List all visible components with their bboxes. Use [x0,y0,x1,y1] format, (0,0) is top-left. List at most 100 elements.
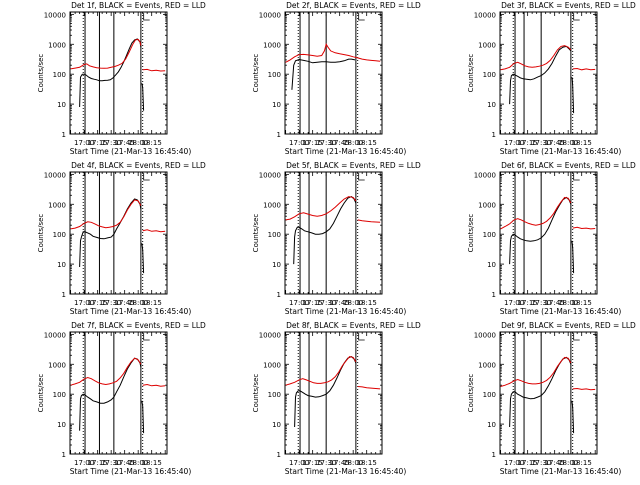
lld-series-line [572,67,596,71]
lld-series-line [500,356,572,387]
interval-bracket [143,333,150,341]
y-tick-label: 1 [492,131,496,139]
detector-panel: 1 10 100 1000 10000 17:0017:1517:3017:4518:00… [467,1,636,156]
x-tick-label: 17:30 [101,299,121,307]
lld-series-line [70,38,142,70]
y-tick-label: 10 [272,261,281,269]
y-tick-label: 1 [277,451,281,459]
y-tick-label: 1000 [478,361,496,369]
plot-frame [499,11,598,135]
x-tick-label: 17:15 [88,139,108,147]
y-tick-label: 1 [492,451,496,459]
x-tick-label: 18:00 [558,139,578,147]
y-tick-label: 10000 [474,331,496,339]
x-tick-label: 17:45 [545,299,565,307]
plot-frame [284,11,383,135]
x-tick-label: 17:30 [531,299,551,307]
plot-frame [284,171,383,295]
detector-panel: 1 10 100 1000 10000 17:0017:1517:3017:4518:00… [37,161,206,316]
x-tick-label: 18:15 [572,459,592,467]
panel-title: Det 8f, BLACK = Events, RED = LLD [286,321,421,330]
y-tick-label: 10000 [474,11,496,19]
x-tick-label: 17:15 [303,139,323,147]
y-tick-label: 1000 [48,361,66,369]
lld-series-line [572,387,596,391]
x-tick-label: 17:00 [504,139,524,147]
y-tick-label: 1000 [478,201,496,209]
interval-bracket [143,13,150,21]
lld-series-line [357,219,381,223]
x-tick-label: 17:45 [545,139,565,147]
y-tick-label: 10000 [44,331,66,339]
x-tick-label: 17:45 [545,459,565,467]
y-axis-label: Counts/sec [37,374,45,413]
events-series-line [141,243,145,274]
events-series-line [571,76,575,114]
x-tick-label: 17:30 [316,139,336,147]
events-series-line [79,198,142,268]
panel-title: Det 4f, BLACK = Events, RED = LLD [71,161,206,170]
events-series-line [293,196,357,265]
x-tick-label: 17:00 [74,299,94,307]
events-series-line [509,356,572,428]
x-tick-label: 17:30 [531,139,551,147]
y-tick-label: 10000 [44,171,66,179]
x-tick-label: 17:15 [303,459,323,467]
plot-frame [499,171,598,295]
x-tick-label: 17:00 [74,459,94,467]
detector-panel: 1 10 100 1000 10000 17:0017:1517:3017:4518:00… [252,1,421,156]
y-tick-label: 100 [53,391,66,399]
x-axis-label: Start Time (21-Mar-13 16:45:40) [500,147,622,156]
x-tick-label: 17:45 [330,139,350,147]
lld-series-line [70,199,142,230]
interval-bracket [358,333,365,341]
events-series-line [571,400,575,434]
events-series-line [294,356,357,428]
panel-title: Det 1f, BLACK = Events, RED = LLD [71,1,206,10]
lld-series-line [500,45,572,71]
y-tick-label: 100 [53,231,66,239]
x-tick-label: 18:15 [572,139,592,147]
y-tick-label: 10 [272,101,281,109]
x-tick-label: 17:45 [330,459,350,467]
y-tick-label: 10 [487,101,496,109]
y-tick-label: 10 [57,421,66,429]
y-tick-label: 1 [277,291,281,299]
lld-series-line [70,357,142,386]
x-tick-label: 18:00 [343,139,363,147]
y-tick-label: 100 [268,391,281,399]
lld-series-line [572,226,596,230]
x-tick-label: 18:00 [343,459,363,467]
y-axis-label: Counts/sec [467,54,475,93]
detector-panel: 1 10 100 1000 10000 17:0017:1517:3017:4518:00… [467,161,636,316]
y-tick-label: 10000 [259,171,281,179]
detector-panel: 1 10 100 1000 10000 17:0017:1517:3017:4518:00… [37,1,206,156]
x-tick-label: 18:15 [142,139,162,147]
x-tick-label: 18:15 [357,459,377,467]
x-tick-label: 18:15 [142,459,162,467]
x-tick-label: 17:45 [330,299,350,307]
lld-series-line [285,196,357,221]
x-tick-label: 17:30 [531,459,551,467]
y-tick-label: 1 [62,451,66,459]
x-tick-label: 18:00 [558,459,578,467]
x-tick-label: 17:30 [316,459,336,467]
plot-frame [69,331,168,455]
x-tick-label: 17:00 [289,459,309,467]
events-series-line [509,196,572,265]
panel-title: Det 7f, BLACK = Events, RED = LLD [71,321,206,330]
x-tick-label: 17:45 [115,299,135,307]
x-tick-label: 17:15 [88,459,108,467]
y-tick-label: 10000 [44,11,66,19]
x-tick-label: 17:30 [101,139,121,147]
panel-title: Det 5f, BLACK = Events, RED = LLD [286,161,421,170]
lld-series-line [357,386,381,390]
detector-panel: 1 10 100 1000 10000 17:0017:1517:3017:4518:00… [252,161,421,316]
y-tick-label: 1 [277,131,281,139]
y-axis-label: Counts/sec [467,214,475,253]
detector-panel: 1 10 100 1000 10000 17:0017:1517:3017:4518:00… [467,321,636,476]
plot-frame [284,331,383,455]
x-tick-label: 17:00 [289,299,309,307]
x-axis-label: Start Time (21-Mar-13 16:45:40) [70,467,192,476]
y-tick-label: 10 [487,421,496,429]
